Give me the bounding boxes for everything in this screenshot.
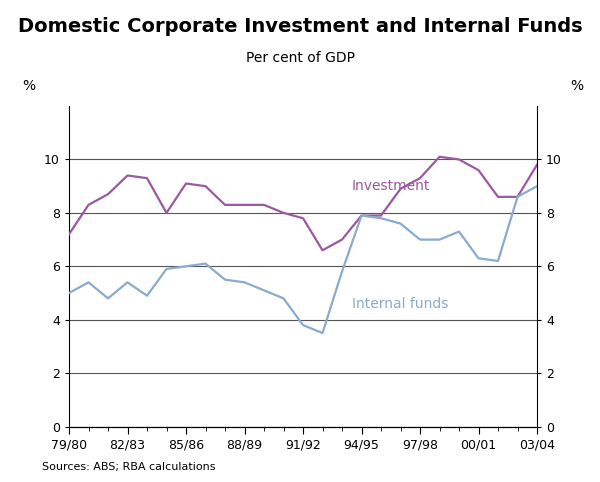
Text: Sources: ABS; RBA calculations: Sources: ABS; RBA calculations [42, 462, 215, 472]
Text: Internal funds: Internal funds [352, 297, 448, 311]
Text: %: % [570, 79, 583, 93]
Text: Domestic Corporate Investment and Internal Funds: Domestic Corporate Investment and Intern… [17, 17, 583, 36]
Text: %: % [23, 79, 36, 93]
Text: Investment: Investment [352, 179, 430, 193]
Text: Per cent of GDP: Per cent of GDP [245, 51, 355, 65]
